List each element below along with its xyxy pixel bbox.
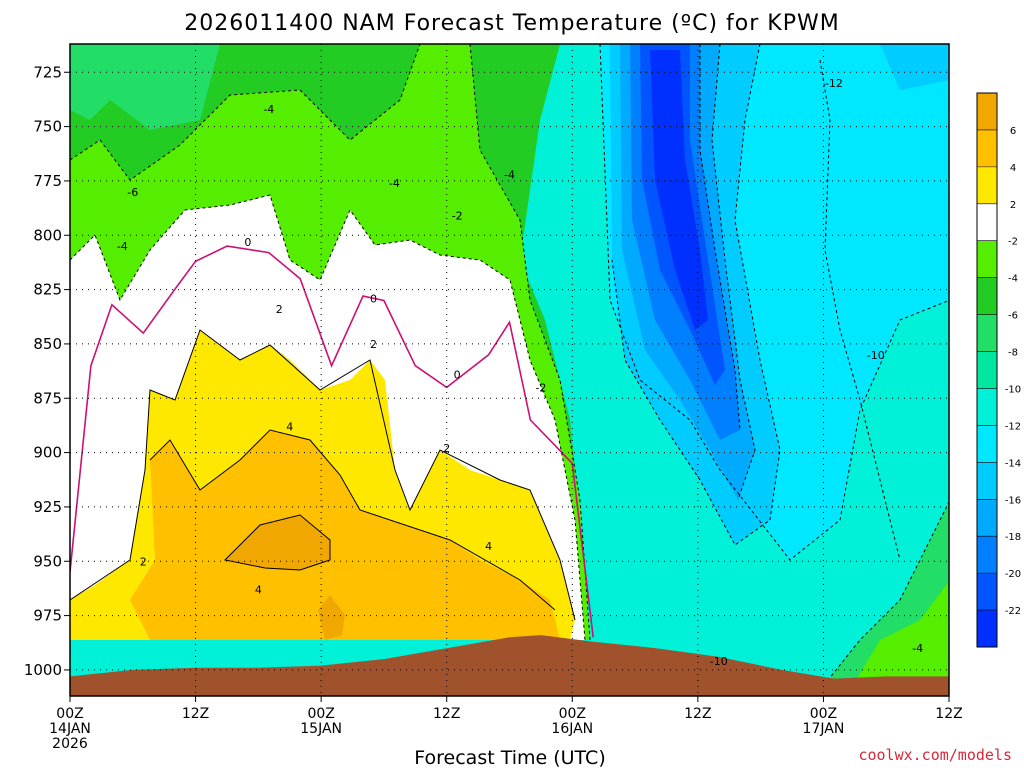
x-tick-label: 00Z	[307, 706, 334, 722]
colorbar-label: 6	[1010, 126, 1016, 137]
terrain-surface	[70, 635, 949, 696]
colorbar-segment	[977, 129, 997, 167]
contour-label: 2	[276, 303, 283, 316]
x-tick-label: 00Z	[56, 706, 83, 722]
colorbar-label: -8	[1008, 348, 1018, 359]
colorbar-label: -10	[1005, 384, 1021, 395]
x-tick-label: 12Z	[182, 706, 209, 722]
contour-lines-dashed	[70, 44, 949, 691]
colorbar-segment	[977, 462, 997, 500]
x-axis-label: Forecast Time (UTC)	[414, 747, 605, 768]
y-tick-label: 925	[33, 498, 62, 516]
contour-label: 0	[370, 292, 377, 305]
contour-label: -2	[452, 210, 463, 223]
colorbar-segment	[977, 388, 997, 426]
contour-lines	[70, 329, 576, 621]
y-tick-label: 750	[33, 118, 62, 136]
colorbar-segment	[977, 314, 997, 352]
colorbar-segment	[977, 93, 997, 130]
colorbar-segment	[977, 166, 997, 204]
contour-label: -4	[912, 642, 923, 655]
colorbar-frame	[976, 92, 998, 648]
y-tick-label: 850	[33, 335, 62, 353]
contour-label: -4	[504, 168, 515, 181]
contour-label: -10	[710, 655, 728, 668]
fill-4-to-6	[130, 430, 560, 640]
colorbar-label: 4	[1010, 163, 1016, 174]
colorbar-segment	[977, 573, 997, 611]
x-tick-label: 17JAN	[803, 721, 845, 737]
colorbar-label: -14	[1005, 458, 1021, 469]
x-tick-label: 12Z	[433, 706, 460, 722]
contour-label: 4	[286, 421, 293, 434]
colorbar-segment	[977, 240, 997, 278]
contour-label: 2	[140, 555, 147, 568]
x-tick-label: 2026	[52, 736, 88, 752]
y-tick-label: 950	[33, 552, 62, 570]
contour-label: -4	[263, 103, 274, 116]
colorbar-segment	[977, 351, 997, 389]
credit-text: coolwx.com/models	[858, 746, 1012, 764]
y-tick-label: 900	[33, 444, 62, 462]
y-tick-label: 825	[33, 281, 62, 299]
x-tick-label: 14JAN	[49, 721, 91, 737]
y-tick-label: 975	[33, 607, 62, 625]
contour-label: -6	[127, 186, 138, 199]
fill-6-plus-small	[318, 595, 345, 640]
colorbar-label: -4	[1008, 274, 1018, 285]
colorbar-segment	[977, 536, 997, 574]
contour-labels: -6 -4 -4 -4 -4 -2 0 0 0 -2 2 2 2 2 4 4 4 -10 -12 -10 -4	[117, 77, 923, 668]
contour-label: -10	[867, 349, 885, 362]
contour-label: 2	[370, 338, 377, 351]
fill-minus24	[650, 50, 708, 330]
contour-label: 2	[443, 442, 450, 455]
colorbar-segment	[977, 610, 997, 647]
plot-frame	[69, 43, 950, 697]
contour-label: 4	[255, 584, 262, 597]
chart-title: 2026011400 NAM Forecast Temperature (ºC)…	[184, 11, 839, 36]
colorbar-segment	[977, 499, 997, 537]
x-tick-label: 16JAN	[551, 721, 593, 737]
colorbar: 6 4 2 -2 -4 -6 -8 -10 -12 -14 -16 -18 -20 -22	[976, 92, 1021, 648]
fill-lower-right-warm	[850, 581, 949, 690]
grid-lines	[70, 44, 949, 696]
y-tick-label: 725	[33, 63, 62, 81]
colorbar-label: -12	[1005, 421, 1021, 432]
y-tick-label: 1000	[24, 661, 62, 679]
colorbar-label: -16	[1005, 495, 1021, 506]
colorbar-label: -2	[1008, 237, 1018, 248]
x-tick-label: 12Z	[935, 706, 962, 722]
fill-minus8	[70, 44, 220, 130]
colorbar-label: -20	[1005, 569, 1021, 580]
colorbar-label: -18	[1005, 532, 1021, 543]
contour-label: 0	[244, 236, 251, 249]
x-tick-label: 15JAN	[300, 721, 342, 737]
contour-label: -12	[825, 77, 843, 90]
colorbar-segment	[977, 277, 997, 315]
colorbar-label: -6	[1008, 311, 1018, 322]
contour-label: 0	[454, 368, 461, 381]
colorbar-segment	[977, 203, 997, 241]
y-tick-label: 775	[33, 172, 62, 190]
y-axis-ticks: 725 750 775 800 825 850 875 900 925 950 975 1000	[24, 63, 70, 679]
contour-label: 4	[485, 540, 492, 553]
fill-upper-right	[880, 44, 949, 90]
colorbar-segment	[977, 425, 997, 463]
contour-label: -4	[389, 177, 400, 190]
contour-label: -4	[117, 240, 128, 253]
colorbar-label: 2	[1010, 200, 1016, 211]
freezing-line	[70, 245, 594, 638]
colorbar-label: -22	[1005, 606, 1021, 617]
x-tick-label: 00Z	[810, 706, 837, 722]
temperature-fill-layer	[70, 44, 949, 696]
x-tick-label: 12Z	[684, 706, 711, 722]
fill-6-plus	[225, 515, 330, 570]
y-tick-label: 800	[33, 226, 62, 244]
contour-label: -2	[535, 381, 546, 394]
x-tick-label: 00Z	[559, 706, 586, 722]
y-tick-label: 875	[33, 389, 62, 407]
